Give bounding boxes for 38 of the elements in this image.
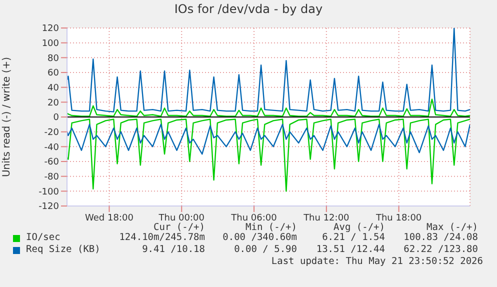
text: 124.10m/245.78m xyxy=(119,232,205,243)
text: 0.00 / 5.90 xyxy=(234,244,297,255)
text: 62.22 /123.80 xyxy=(404,244,478,255)
y-tick-label: -20 xyxy=(44,128,60,138)
text: Last update: Thu May 21 23:50:52 2026 xyxy=(271,256,483,267)
text: Max (-/+) xyxy=(426,222,478,233)
y-tick-label: -100 xyxy=(38,187,60,198)
text: Cur (-/+) xyxy=(154,222,205,233)
line-series xyxy=(67,118,470,192)
y-axis-title: Units read (-) / write (+) xyxy=(2,56,13,178)
y-tick-label: 20 xyxy=(48,98,60,108)
y-tick-label: 120 xyxy=(42,24,60,34)
x-tick-label: Wed 18:00 xyxy=(85,213,134,224)
legend-label: IO/sec xyxy=(26,232,60,243)
text: 9.41 /10.18 xyxy=(142,244,205,255)
y-tick-label: 40 xyxy=(48,84,60,94)
text: 6.21 / 1.54 xyxy=(322,232,385,243)
y-tick-label: 100 xyxy=(42,39,60,50)
line-series xyxy=(67,98,470,117)
text: 13.51 /12.44 xyxy=(316,244,385,255)
legend-label: Req Size (KB) xyxy=(26,244,100,255)
y-tick-label: -80 xyxy=(44,172,60,183)
text: 0.00 /340.60m xyxy=(222,232,297,243)
y-tick-label: -120 xyxy=(38,202,60,212)
line-series xyxy=(67,124,470,155)
x-tick-label: Thu 06:00 xyxy=(230,213,278,224)
x-tick-label: Thu 18:00 xyxy=(374,213,422,224)
text: Avg (-/+) xyxy=(334,222,385,233)
x-tick-label: Thu 12:00 xyxy=(302,213,350,224)
y-tick-label: 80 xyxy=(48,54,60,64)
text: Min (-/+) xyxy=(246,222,297,233)
y-tick-label: 60 xyxy=(48,68,60,79)
chart-title: IOs for /dev/vda - by day xyxy=(173,2,324,16)
y-tick-label: -40 xyxy=(44,142,60,153)
y-tick-label: 0 xyxy=(53,113,60,124)
text: 100.83 /24.08 xyxy=(404,232,478,243)
y-tick-label: -60 xyxy=(44,158,60,168)
x-tick-label: Thu 00:00 xyxy=(158,213,205,224)
